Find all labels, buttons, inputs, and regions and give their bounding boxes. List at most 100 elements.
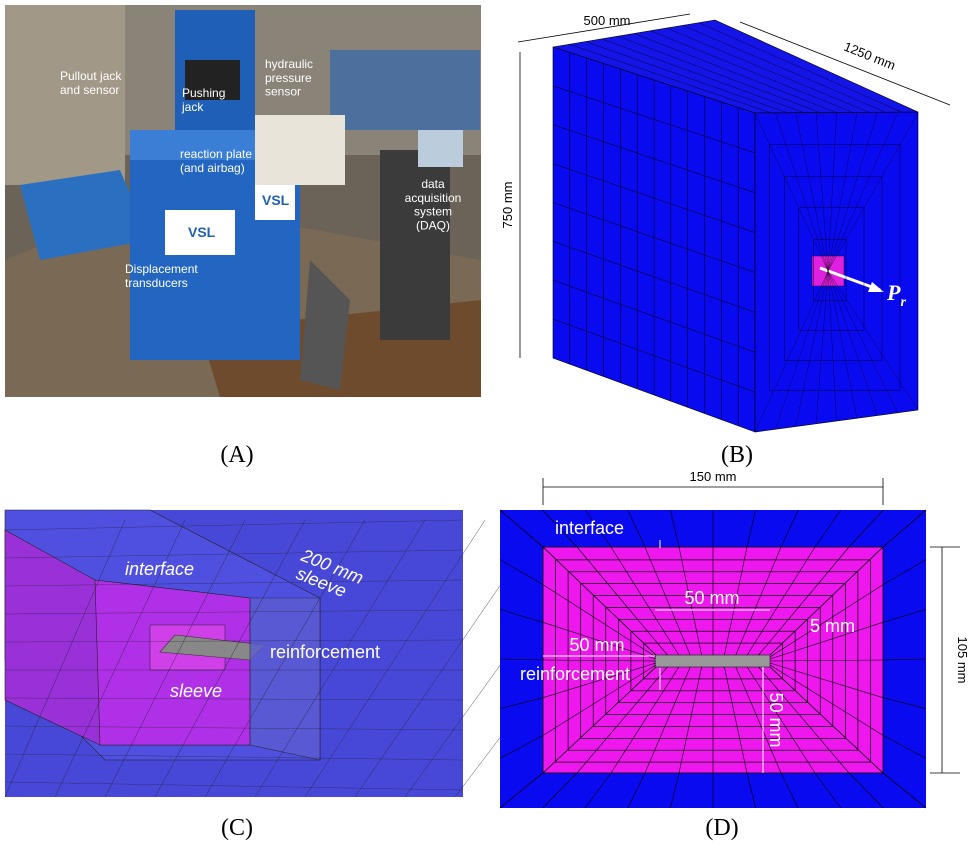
mesh-line (670, 509, 680, 548)
mesh-line (499, 509, 544, 548)
panel-c-mesh (4, 509, 666, 798)
panel-d-dims (542, 478, 960, 774)
mesh-line (775, 112, 829, 272)
mesh-line (499, 609, 544, 623)
mesh-line (552, 163, 756, 233)
mesh-line (754, 270, 829, 433)
mesh-line (769, 659, 884, 662)
mesh-line (827, 270, 858, 419)
mesh-line (678, 666, 702, 774)
mesh-line (882, 772, 927, 809)
mesh-line (769, 546, 884, 656)
mesh-line (795, 112, 829, 272)
photo-label: Displacement transducers (125, 262, 198, 290)
mesh-label: interface (555, 518, 624, 538)
panel-a-labels: Pullout jack and sensor Pushing jack hydra… (60, 57, 461, 290)
panel-b-mesh (552, 19, 919, 433)
mesh-line (4, 639, 464, 643)
mesh-line (104, 519, 246, 798)
dimension-label: 1250 mm (842, 39, 898, 73)
dimension-label: 750 mm (500, 182, 515, 229)
mesh-line (542, 772, 578, 809)
mesh-line (882, 509, 927, 548)
mesh-line (154, 519, 306, 798)
mesh-line (542, 662, 657, 698)
panel-d-mesh (499, 509, 927, 809)
mesh-line (746, 509, 756, 548)
mesh-line (882, 735, 927, 759)
caption: (D) (705, 815, 738, 841)
mesh-line (542, 664, 657, 736)
mesh-line (848, 772, 884, 809)
mesh-line (769, 662, 884, 698)
mesh-line (627, 509, 646, 548)
mesh-line (304, 519, 486, 798)
mesh-line (780, 509, 799, 548)
mesh-line (576, 666, 668, 774)
panel-a-photo (5, 5, 481, 397)
dimension-label: 50 mm (569, 635, 624, 655)
mesh-line (552, 202, 756, 273)
panel-d-white-dims (543, 540, 770, 773)
force-symbol: P (886, 280, 901, 305)
mesh-line (746, 546, 816, 656)
mesh-line (678, 546, 702, 656)
mesh-line (542, 584, 657, 658)
mesh-line (882, 609, 927, 623)
mesh-line (814, 509, 842, 548)
mesh-label: sleeve (170, 681, 222, 701)
dimension-label: 50 mm (684, 588, 739, 608)
mesh-line (775, 270, 829, 430)
mesh-line (682, 25, 886, 113)
mesh-line (499, 772, 544, 809)
mesh-line (552, 85, 756, 154)
mesh-line (769, 622, 884, 660)
mesh-line (746, 772, 756, 809)
mesh-line (724, 666, 748, 774)
mesh-line (698, 22, 902, 113)
mesh-line (815, 270, 829, 424)
mesh-line (627, 772, 646, 809)
mesh-line (4, 519, 126, 798)
mesh-line (617, 36, 821, 113)
mesh-line (848, 509, 884, 548)
mesh-line (499, 735, 544, 759)
caption: (B) (721, 442, 753, 468)
mesh-line (552, 280, 756, 353)
mesh-line (827, 112, 858, 272)
mesh-line (542, 509, 578, 548)
mesh-line (4, 549, 464, 559)
mesh-line (814, 772, 842, 809)
mesh-line (542, 659, 657, 662)
mesh-line (882, 697, 927, 709)
mesh-line (780, 772, 799, 809)
logo: VSL (188, 224, 216, 240)
mesh-line (584, 772, 612, 809)
mesh-line (633, 33, 837, 113)
mesh-line (601, 38, 804, 113)
photo-label: Pushing jack (181, 86, 225, 114)
mesh-line (542, 546, 657, 656)
mesh-line (735, 666, 782, 774)
mesh-line (576, 546, 668, 656)
mesh-line (827, 112, 898, 272)
mesh-label: reinforcement (270, 642, 380, 662)
mesh-line (666, 27, 870, 113)
force-subscript: r (900, 295, 906, 310)
panel-b-dims (517, 13, 951, 358)
mesh-line (746, 666, 816, 774)
dimension-label: 105 mm (955, 637, 969, 684)
mesh-line (769, 584, 884, 658)
mesh-line (769, 664, 884, 736)
photo-label: Pullout jack and sensor (60, 69, 122, 97)
mesh-line (4, 609, 464, 615)
mesh-line (552, 318, 756, 393)
caption: (A) (220, 442, 253, 468)
logo: VSL (262, 192, 290, 208)
mesh-label: reinforcement (520, 664, 630, 684)
mesh-line (827, 112, 837, 272)
dimension-label: 500 mm (584, 13, 631, 28)
mesh-line (795, 270, 829, 427)
mesh-line (499, 559, 544, 585)
